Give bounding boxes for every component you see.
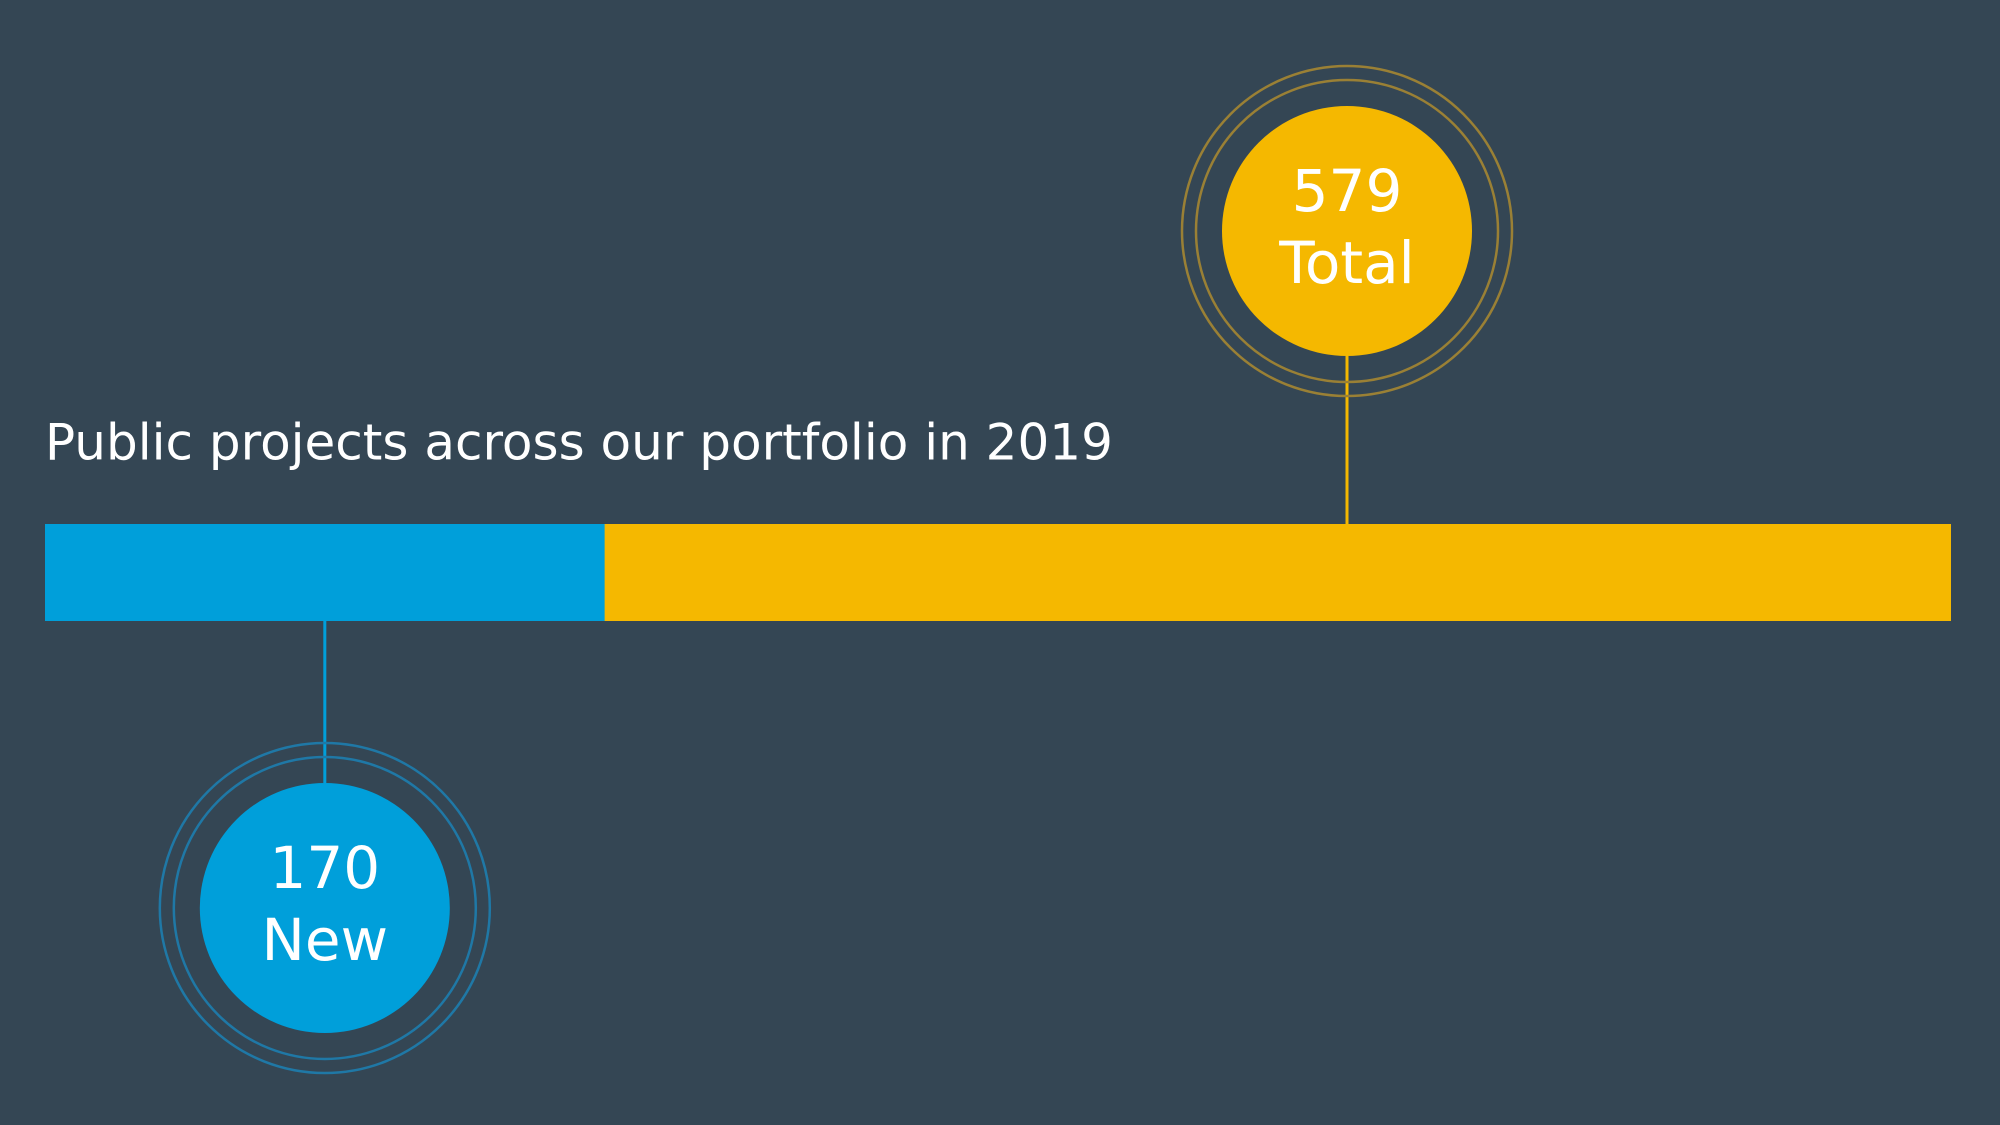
badge	[1222, 106, 1472, 356]
badge-ring-outer	[158, 741, 492, 1075]
badge-label: New	[262, 906, 389, 974]
badge-ring-outer	[1180, 64, 1514, 398]
chart-title: Public projects across our portfolio in …	[45, 414, 1113, 472]
badge-value: 170	[269, 834, 380, 902]
badge-ring-inner	[172, 755, 478, 1061]
badge-label: Total	[1278, 229, 1414, 297]
badge	[199, 783, 450, 1033]
badge-value: 579	[1292, 157, 1403, 225]
badge-ring-inner	[1194, 78, 1500, 384]
bar-new	[45, 524, 605, 621]
